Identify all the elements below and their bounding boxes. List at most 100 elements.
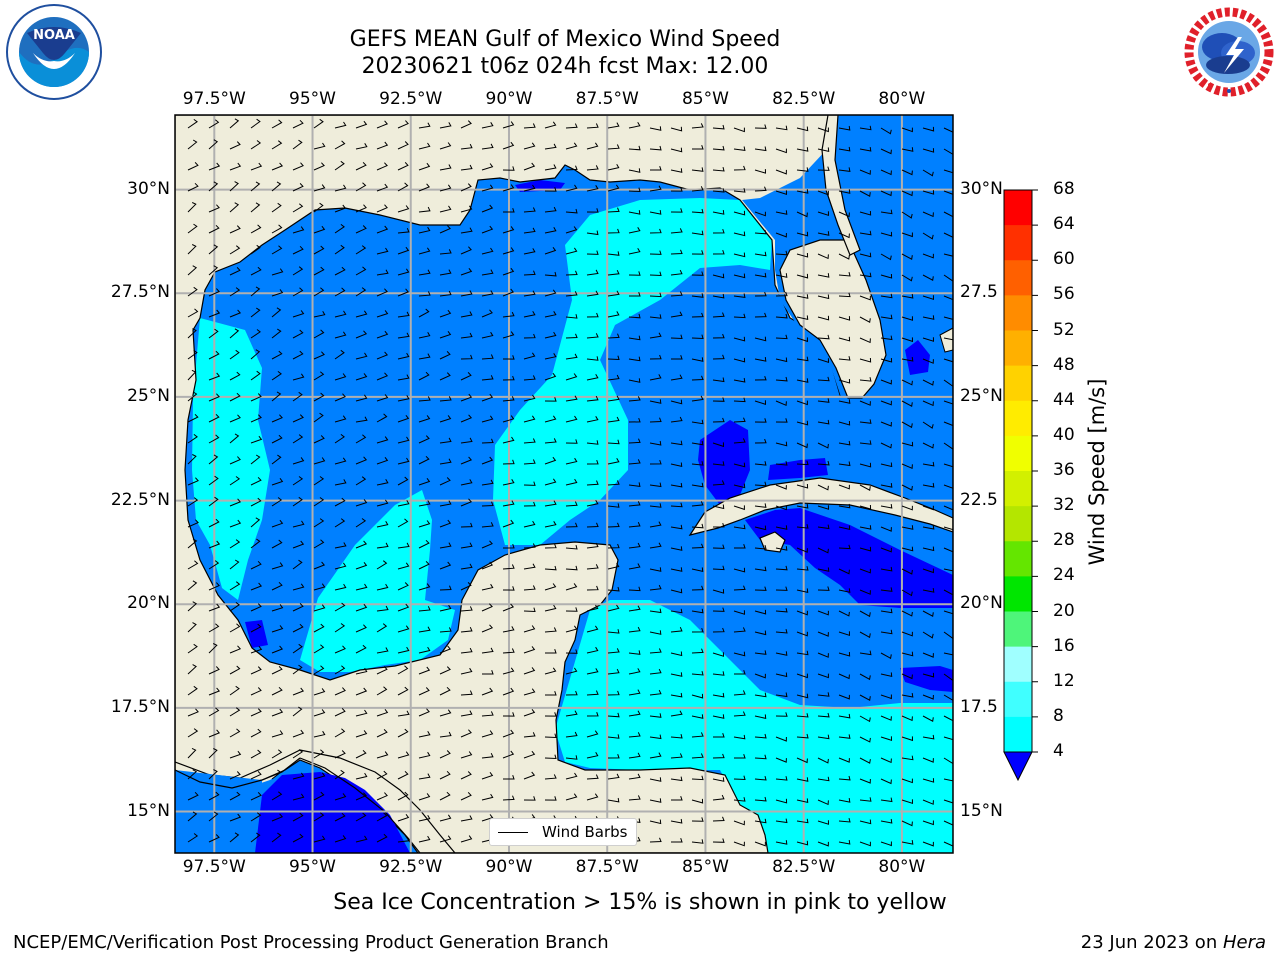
wind-barb — [901, 736, 914, 742]
wind-barb — [187, 477, 199, 486]
wind-barb — [712, 607, 725, 612]
wind-barb — [712, 777, 725, 782]
wind-barb — [817, 147, 830, 153]
wind-barb — [649, 292, 662, 298]
wind-barb — [859, 631, 871, 639]
wind-barb — [649, 668, 662, 675]
wind-barb — [334, 497, 346, 507]
wind-barb — [502, 436, 515, 444]
wind-barb — [208, 603, 221, 612]
wind-barb — [523, 543, 536, 549]
wind-barb — [523, 520, 536, 528]
wind-barb — [187, 811, 198, 822]
wind-barb — [460, 456, 473, 465]
wind-barb — [397, 182, 409, 192]
wind-barb — [649, 777, 662, 782]
wind-barb — [607, 734, 620, 739]
wind-barb — [922, 379, 934, 386]
wind-barb — [691, 543, 704, 549]
wind-barb — [838, 817, 851, 823]
wind-barb — [313, 665, 325, 675]
wind-barb — [271, 140, 283, 150]
wind-barb — [733, 397, 746, 403]
wind-barb — [712, 692, 725, 698]
wind-barb — [250, 370, 261, 381]
wind-barb — [607, 543, 620, 549]
wind-barb — [734, 670, 746, 675]
wind-barb — [250, 307, 261, 318]
wind-barb — [670, 416, 683, 423]
wind-barb — [775, 628, 788, 634]
wind-barb — [439, 164, 452, 171]
wind-barb — [250, 454, 261, 465]
wind-barb — [649, 630, 662, 635]
wind-barb — [691, 501, 704, 507]
wind-barb — [586, 480, 599, 486]
wind-barb — [838, 232, 850, 239]
wind-barb — [691, 648, 704, 654]
wind-barb — [229, 181, 239, 192]
wind-barb — [481, 309, 493, 318]
wind-barb — [586, 712, 599, 717]
wind-barb — [250, 623, 262, 633]
wind-barb — [880, 587, 893, 592]
wind-barb — [439, 500, 452, 507]
wind-barb — [565, 373, 578, 381]
wind-barb — [859, 400, 871, 406]
cuba-land — [688, 477, 953, 536]
wind-barb — [796, 147, 809, 152]
wind-barb — [376, 792, 388, 801]
wind-barb — [418, 666, 431, 675]
wind-barb — [901, 337, 914, 343]
wind-barb — [733, 567, 746, 573]
wind-barb — [481, 438, 494, 444]
colorbar-segment-4 — [1004, 330, 1032, 367]
wind-barb — [376, 330, 389, 339]
wind-barb — [943, 211, 953, 218]
legend-line-swatch — [498, 832, 528, 833]
wind-barb — [355, 394, 368, 402]
wind-barb — [439, 396, 452, 402]
wind-barb — [649, 482, 662, 488]
wind-barb — [796, 566, 809, 571]
wind-barb — [943, 610, 953, 615]
wind-barb — [545, 691, 557, 696]
wind-barb — [271, 245, 283, 255]
colorbar-extend-arrow — [1003, 751, 1033, 782]
wind-barb — [901, 778, 913, 784]
wind-barb — [943, 127, 953, 133]
wind-barb — [439, 415, 452, 423]
wind-barb — [754, 754, 767, 760]
wind-barb — [355, 416, 368, 423]
top-lon-tick-4: 87.5°W — [575, 89, 639, 109]
wind-barb — [859, 673, 871, 681]
wind-barb — [880, 526, 892, 532]
colorbar-tick-label-6: 44 — [1053, 389, 1075, 410]
map-frame — [174, 114, 954, 854]
wind-barb — [775, 250, 788, 256]
wind-barb — [671, 796, 683, 801]
wind-barb — [628, 417, 641, 423]
wind-barb — [943, 757, 953, 765]
wind-barb — [628, 732, 641, 738]
wind-barb — [649, 648, 662, 654]
wind-barb — [439, 604, 452, 612]
wind-barb — [544, 456, 557, 465]
wind-barb — [460, 290, 473, 297]
wind-barb — [250, 477, 262, 486]
wind-barb — [733, 775, 746, 781]
wind-barb — [376, 394, 389, 402]
right-lat-tick-5: 27.5 — [960, 282, 998, 303]
wind-barb — [376, 729, 388, 738]
wind-barb — [502, 564, 515, 570]
wind-barb — [901, 820, 913, 827]
wind-barb — [334, 708, 346, 717]
wind-barb — [607, 416, 620, 423]
wind-barb — [922, 232, 934, 240]
top-lon-tick-3: 90°W — [485, 89, 533, 109]
wind-barb — [229, 328, 240, 339]
wind-barb — [397, 162, 409, 171]
wind-barb — [355, 709, 368, 717]
wind-barb — [922, 274, 934, 281]
legend: Wind Barbs — [489, 818, 637, 846]
